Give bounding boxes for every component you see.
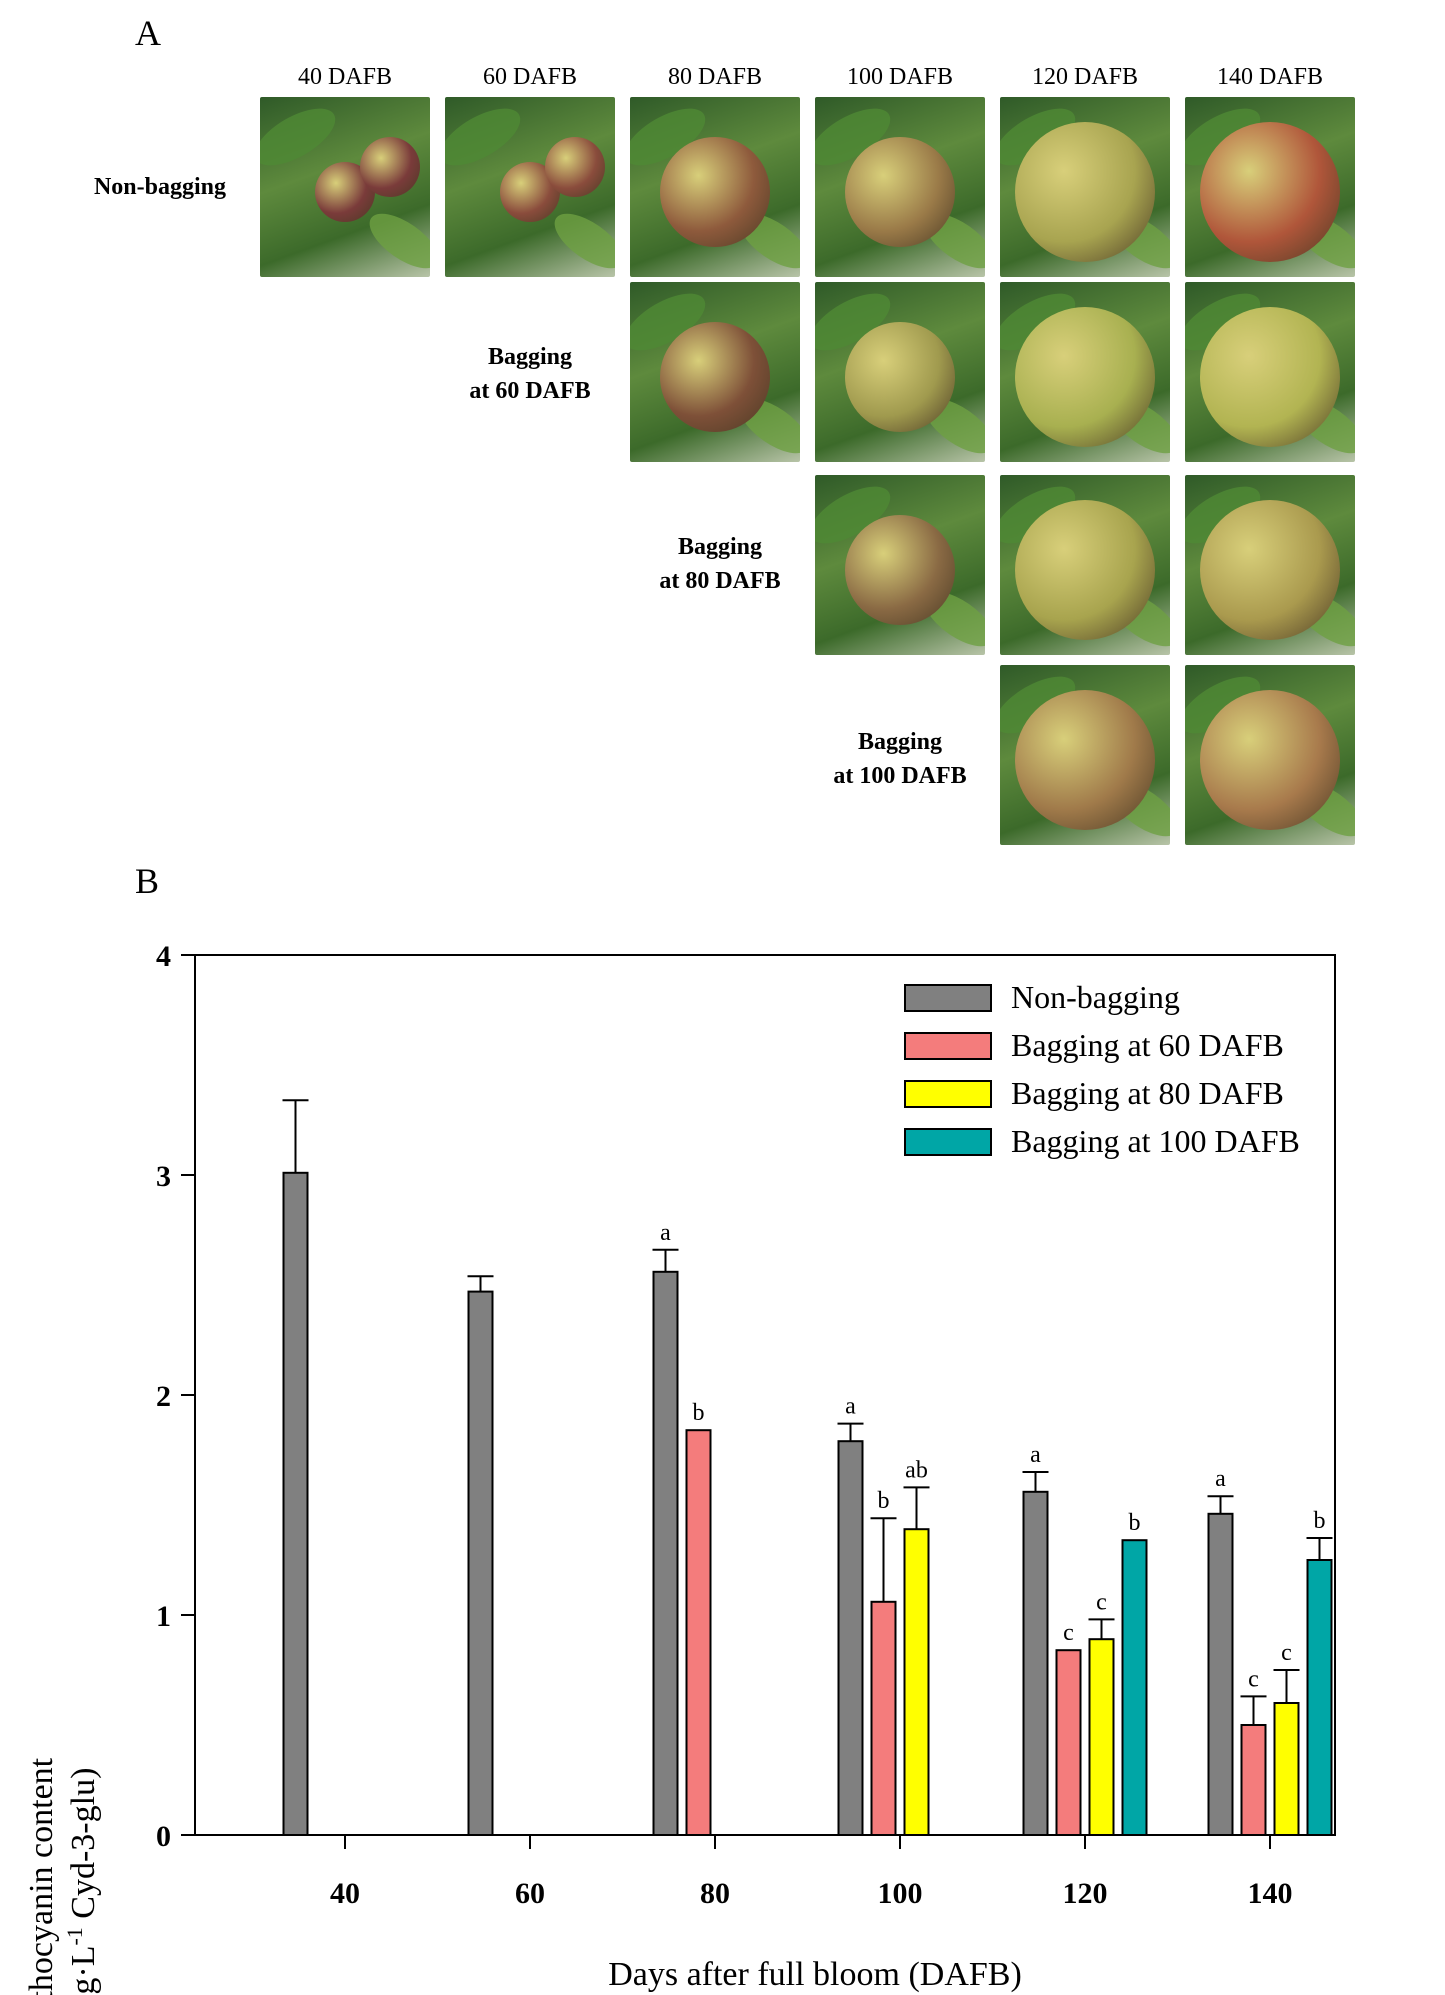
x-tick-label: 80 (700, 1877, 730, 1910)
fruit-photo (630, 97, 800, 277)
y-tick-label: 4 (156, 940, 171, 973)
legend: Non-bagging Bagging at 60 DAFB Bagging at … (904, 979, 1300, 1159)
bar (1273, 1702, 1300, 1836)
fruit-photo (815, 282, 985, 462)
y-tick-label: 3 (156, 1160, 171, 1193)
significance-letter: a (660, 1220, 671, 1246)
significance-letter: b (1129, 1510, 1141, 1536)
x-tick-label: 140 (1248, 1877, 1293, 1910)
significance-letter: a (1215, 1466, 1226, 1492)
legend-label: Bagging at 80 DAFB (1011, 1075, 1284, 1111)
significance-letter: a (845, 1394, 856, 1420)
panel-a-letter: A (135, 13, 161, 53)
bar (1055, 1649, 1082, 1837)
y-tick-label: 2 (156, 1380, 171, 1413)
fruit-photo (1000, 665, 1170, 845)
significance-letter: c (1096, 1589, 1107, 1615)
bar (282, 1171, 309, 1836)
panel-b-letter: B (135, 861, 160, 901)
bar (1306, 1559, 1333, 1836)
y-axis-title-line2: (mg·L-1 Cyd-3-glu) (62, 1768, 103, 1995)
legend-label: Bagging at 100 DAFB (1011, 1123, 1300, 1159)
fruit-photo (815, 97, 985, 277)
bar (467, 1290, 494, 1837)
x-tick-label: 120 (1063, 1877, 1108, 1910)
y-axis-title: Anthocyanin content (mg·L-1 Cyd-3-glu) (23, 1757, 102, 1995)
fruit-photo (1000, 97, 1170, 277)
fruit-photo (815, 475, 985, 655)
fruit-photo (1185, 97, 1355, 277)
legend-swatch (904, 1128, 992, 1156)
y-axis-title-line1: Anthocyanin content (23, 1757, 60, 1995)
bar (652, 1270, 679, 1836)
fruit-photo (1000, 475, 1170, 655)
row-label-bagging-80: Bagging at 80 DAFB (659, 534, 781, 594)
y-tick-label: 1 (156, 1600, 171, 1633)
row-label-bagging-60: Bagging at 60 DAFB (469, 344, 591, 404)
legend-label: Non-bagging (1011, 979, 1180, 1015)
significance-letter: c (1063, 1620, 1074, 1646)
significance-letter: b (878, 1488, 890, 1514)
column-header-40: 40 DAFB (297, 64, 393, 90)
column-header-140: 140 DAFB (1216, 64, 1324, 90)
fruit-photo (1000, 282, 1170, 462)
significance-letter: c (1248, 1666, 1259, 1692)
x-tick-label: 40 (330, 1877, 360, 1910)
bar (1121, 1539, 1148, 1836)
fruit-photo (630, 282, 800, 462)
significance-letter: c (1281, 1640, 1292, 1666)
bar (837, 1440, 864, 1836)
bar (685, 1429, 712, 1836)
legend-swatch (904, 1080, 992, 1108)
legend-swatch (904, 1032, 992, 1060)
column-header-60: 60 DAFB (482, 64, 578, 90)
bar (903, 1528, 930, 1836)
significance-letter: b (1314, 1508, 1326, 1534)
legend-label: Bagging at 60 DAFB (1011, 1027, 1284, 1063)
column-header-120: 120 DAFB (1031, 64, 1139, 90)
bar (1088, 1638, 1115, 1837)
row-label-bagging-100: Bagging at 100 DAFB (833, 729, 967, 789)
significance-letter: a (1030, 1442, 1041, 1468)
fruit-photo (1185, 665, 1355, 845)
y-tick-label: 0 (156, 1820, 171, 1853)
significance-letter: ab (905, 1457, 928, 1483)
x-axis-title: Days after full bloom (DAFB) (608, 1956, 1022, 1993)
bar (870, 1600, 897, 1836)
fruit-photo (260, 97, 430, 277)
x-tick-label: 60 (515, 1877, 545, 1910)
column-header-100: 100 DAFB (846, 64, 954, 90)
fruit-photo (445, 97, 615, 277)
bar (1207, 1512, 1234, 1836)
column-header-80: 80 DAFB (667, 64, 763, 90)
fruit-photo (1185, 282, 1355, 462)
x-tick-label: 100 (878, 1877, 923, 1910)
significance-letter: b (693, 1400, 705, 1426)
legend-swatch (904, 984, 992, 1012)
bar (1022, 1490, 1049, 1836)
bar (1240, 1724, 1267, 1836)
row-label-non-bagging: Non-bagging (93, 174, 227, 200)
fruit-photo (1185, 475, 1355, 655)
